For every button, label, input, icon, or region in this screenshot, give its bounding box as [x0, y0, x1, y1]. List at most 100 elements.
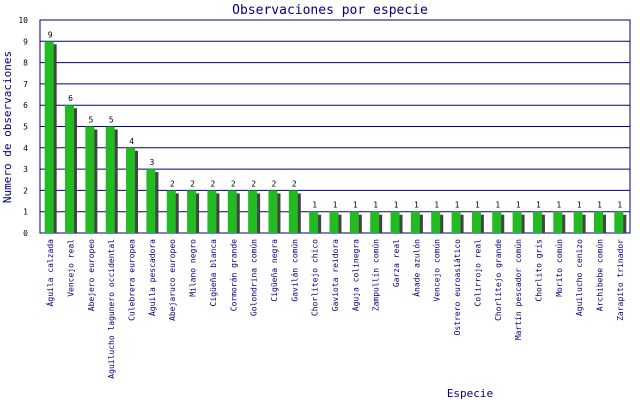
bar-value-label: 6	[68, 94, 73, 103]
bar-value-label: 5	[88, 116, 93, 125]
bar	[248, 190, 258, 233]
bar	[532, 211, 542, 233]
x-tick-label: Abejero europeo	[87, 239, 96, 311]
x-tick-label: Ánade azulón	[410, 239, 421, 297]
bar	[288, 190, 298, 233]
x-tick-label: Gaviota reidora	[331, 239, 340, 311]
bar-value-label: 2	[231, 179, 236, 188]
bar-value-label: 1	[394, 201, 399, 210]
bar-value-label: 3	[149, 158, 154, 167]
x-tick-label: Aguilucho cenizo	[575, 239, 584, 316]
x-tick-label: Vencejo común	[433, 239, 442, 302]
bar	[431, 211, 441, 233]
bar-value-label: 1	[434, 201, 439, 210]
bar	[573, 211, 583, 233]
bar-value-label: 1	[373, 201, 378, 210]
x-tick-label: Chorlito gris	[534, 239, 543, 302]
x-tick-label: Aguja colinegra	[351, 239, 360, 311]
x-tick-label: Zampullín común	[372, 239, 381, 311]
bar-value-label: 5	[109, 116, 114, 125]
bar	[146, 169, 156, 233]
y-axis-label: Numero de observaciones	[1, 51, 14, 203]
x-tick-label: Cigüeña blanca	[209, 239, 218, 307]
bar-value-label: 2	[272, 179, 277, 188]
bar-value-label: 1	[536, 201, 541, 210]
bar	[126, 147, 136, 233]
bar-value-label: 1	[617, 201, 622, 210]
bar	[187, 190, 197, 233]
x-tick-label: Golondrina común	[250, 239, 259, 316]
y-tick-label: 0	[23, 229, 28, 238]
bar-value-label: 1	[495, 201, 500, 210]
bar	[593, 211, 603, 233]
bar	[492, 211, 502, 233]
x-tick-label: Aguilucho lagunero occidental	[107, 239, 116, 379]
bar-value-label: 2	[292, 179, 297, 188]
bar	[207, 190, 217, 233]
x-tick-label: Zarapito trinador	[616, 239, 625, 321]
bar	[512, 211, 522, 233]
bar	[471, 211, 481, 233]
bar	[451, 211, 461, 233]
bar	[410, 211, 420, 233]
x-tick-label: Garza real	[392, 239, 401, 287]
y-tick-label: 1	[23, 208, 28, 217]
bar-value-label: 1	[597, 201, 602, 210]
bar-value-label: 1	[516, 201, 521, 210]
bar	[166, 190, 176, 233]
bar-value-label: 1	[556, 201, 561, 210]
x-tick-label: Martín pescador común	[514, 239, 523, 340]
y-tick-label: 9	[23, 37, 28, 46]
bar	[105, 126, 115, 233]
x-tick-label: Águila pescadora	[146, 239, 157, 316]
bar	[390, 211, 400, 233]
bar-value-label: 1	[312, 201, 317, 210]
bar-value-label: 4	[129, 137, 134, 146]
x-tick-label: Colirrojo real	[473, 239, 482, 307]
bar	[44, 41, 54, 233]
x-tick-label: Cigüeña negra	[270, 239, 279, 302]
bar	[349, 211, 359, 233]
bar	[370, 211, 380, 233]
chart-title: Observaciones por especie	[232, 3, 428, 18]
x-tick-label: Gavilán común	[290, 239, 299, 302]
x-tick-label: Culebrera europea	[128, 239, 137, 321]
bar	[268, 190, 278, 233]
bar-value-label: 2	[211, 179, 216, 188]
bar	[329, 211, 339, 233]
x-tick-label: Águila calzada	[44, 239, 55, 307]
bar-value-label: 1	[353, 201, 358, 210]
bar-value-label: 1	[475, 201, 480, 210]
y-tick-label: 10	[18, 16, 28, 25]
bar-value-label: 1	[577, 201, 582, 210]
x-tick-label: Abejaruco europeo	[168, 239, 177, 321]
bar	[227, 190, 237, 233]
y-tick-label: 4	[23, 144, 28, 153]
x-tick-label: Cormorán grande	[229, 239, 238, 311]
y-tick-label: 2	[23, 186, 28, 195]
y-tick-label: 8	[23, 59, 28, 68]
y-tick-label: 7	[23, 80, 28, 89]
bar-value-label: 1	[333, 201, 338, 210]
bar-value-label: 1	[455, 201, 460, 210]
x-tick-label: Morito común	[555, 239, 564, 297]
y-tick-label: 6	[23, 101, 28, 110]
y-tick-label: 5	[23, 123, 28, 132]
x-tick-label: Milano negro	[189, 239, 198, 297]
bar-value-label: 9	[48, 30, 53, 39]
x-tick-label: Chorlitejo grande	[494, 239, 503, 321]
x-tick-label: Archibebe común	[595, 239, 604, 311]
bar-value-label: 2	[190, 179, 195, 188]
y-tick-label: 3	[23, 165, 28, 174]
bar	[85, 126, 95, 233]
bar-value-label: 2	[170, 179, 175, 188]
plot-area: 0 1 2 3 4 5 6 7 8 9 10 9 Águila calzada 6 Vencejo real…	[18, 16, 631, 379]
bar	[614, 211, 624, 233]
bar	[553, 211, 563, 233]
x-tick-label: Vencejo real	[67, 239, 76, 297]
bar	[65, 105, 75, 233]
bar-value-label: 1	[414, 201, 419, 210]
x-axis-label: Especie	[447, 387, 493, 400]
bar-value-label: 2	[251, 179, 256, 188]
